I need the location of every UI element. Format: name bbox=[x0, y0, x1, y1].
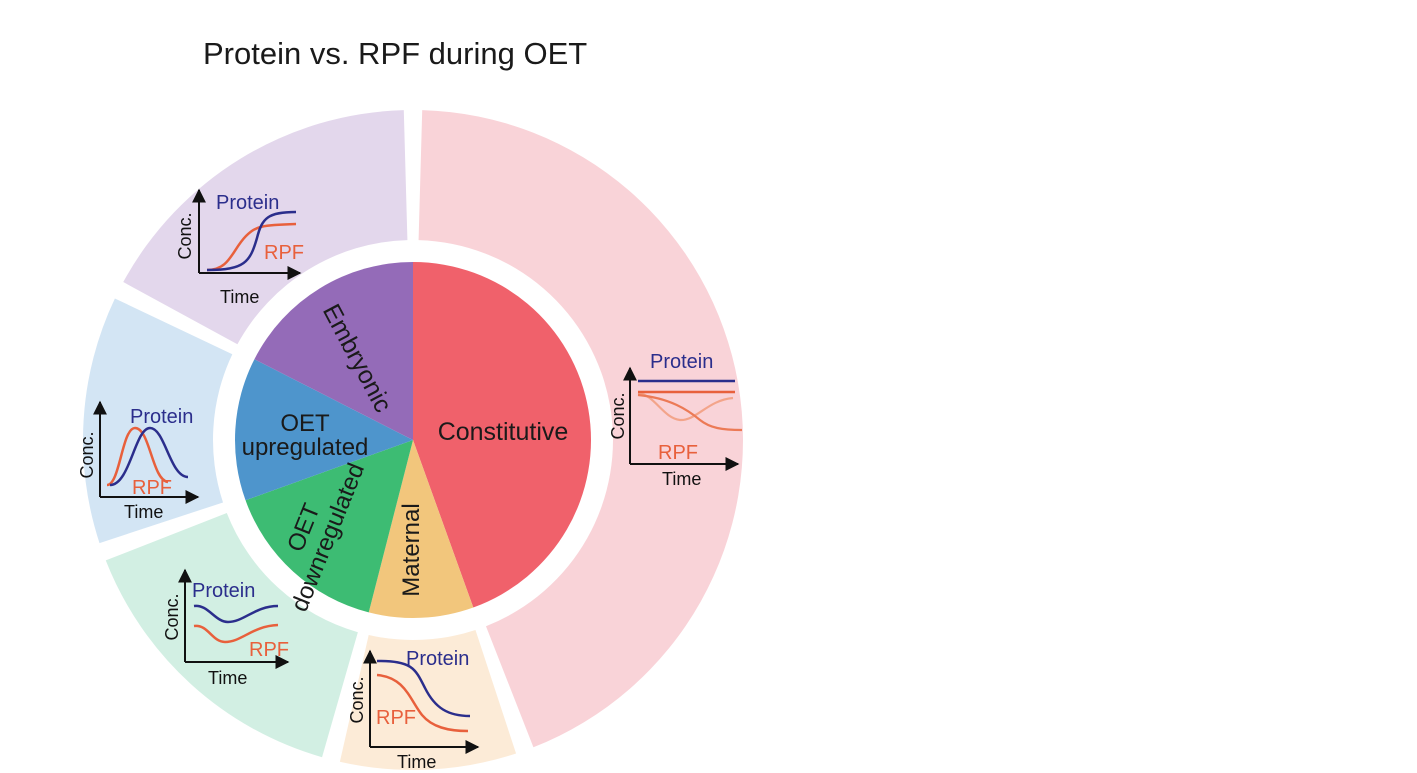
insets: Protein RPF Time Conc. Protein RPF Time … bbox=[77, 188, 743, 772]
inset-constitutive-xlabel: Time bbox=[662, 469, 701, 489]
inset-constitutive-rpf-line-b bbox=[637, 393, 743, 432]
inset-embryonic-rpf-label: RPF bbox=[264, 242, 304, 264]
inset-oet-downregulated: Protein RPF Time Conc. bbox=[162, 568, 290, 688]
inner-pie bbox=[235, 262, 591, 618]
inset-maternal-rpf-label: RPF bbox=[376, 707, 416, 729]
pie-slice-embryonic bbox=[254, 262, 413, 440]
inset-embryonic-xlabel: Time bbox=[220, 287, 259, 307]
inset-oet-downregulated-rpf-line bbox=[193, 623, 279, 644]
inset-oet-upregulated: Protein RPF Time Conc. bbox=[77, 400, 200, 522]
ring-segment-maternal bbox=[339, 629, 517, 770]
inset-oet-downregulated-protein-line bbox=[193, 604, 279, 624]
inset-constitutive-rpf-label: RPF bbox=[658, 442, 698, 464]
ring-segment-constitutive bbox=[418, 110, 744, 748]
inset-oet-upregulated-rpf-line bbox=[106, 426, 169, 487]
inset-embryonic: Protein RPF Time Conc. bbox=[175, 188, 304, 307]
inset-oet-downregulated-ylabel: Conc. bbox=[162, 593, 182, 640]
inset-oet-downregulated-xlabel: Time bbox=[208, 668, 247, 688]
inset-constitutive-protein-label: Protein bbox=[650, 351, 713, 373]
inset-embryonic-protein-line bbox=[206, 210, 297, 272]
label-oet-upregulated-line2: upregulated bbox=[242, 434, 369, 461]
inset-constitutive: Protein RPF Time Conc. bbox=[608, 351, 743, 489]
inset-oet-upregulated-protein-line bbox=[109, 426, 189, 487]
inset-maternal-protein-line bbox=[376, 659, 471, 718]
pie-slice-oet-downregulated bbox=[245, 440, 413, 613]
inset-embryonic-rpf-line bbox=[206, 222, 297, 272]
outer-ring bbox=[83, 110, 744, 770]
inset-constitutive-rpf-line-a bbox=[637, 391, 734, 422]
inset-oet-upregulated-ylabel: Conc. bbox=[77, 431, 97, 478]
inset-constitutive-ylabel: Conc. bbox=[608, 392, 628, 439]
inset-maternal: Protein RPF Time Conc. bbox=[347, 648, 480, 772]
inset-maternal-xlabel: Time bbox=[397, 752, 436, 772]
inset-oet-downregulated-rpf-label: RPF bbox=[249, 639, 289, 661]
pie-slice-constitutive bbox=[413, 262, 591, 608]
inset-embryonic-ylabel: Conc. bbox=[175, 212, 195, 259]
pie-slice-maternal bbox=[368, 440, 474, 618]
label-constitutive: Constitutive bbox=[438, 418, 569, 446]
inset-maternal-protein-label: Protein bbox=[406, 648, 469, 670]
inset-oet-upregulated-xlabel: Time bbox=[124, 502, 163, 522]
chart-title: Protein vs. RPF during OET bbox=[203, 36, 588, 71]
ring-segment-oet-downregulated bbox=[105, 512, 358, 758]
pie-slice-oet-upregulated bbox=[235, 359, 413, 501]
inset-oet-downregulated-protein-label: Protein bbox=[192, 580, 255, 602]
label-maternal: Maternal bbox=[398, 503, 425, 596]
inset-embryonic-protein-label: Protein bbox=[216, 192, 279, 214]
inset-maternal-rpf-line bbox=[376, 673, 469, 733]
ring-segment-oet-upregulated bbox=[83, 298, 233, 544]
inset-oet-upregulated-rpf-label: RPF bbox=[132, 477, 172, 499]
inset-maternal-ylabel: Conc. bbox=[347, 676, 367, 723]
label-oet-upregulated-line1: OET bbox=[280, 410, 330, 437]
inset-oet-upregulated-protein-label: Protein bbox=[130, 406, 193, 428]
